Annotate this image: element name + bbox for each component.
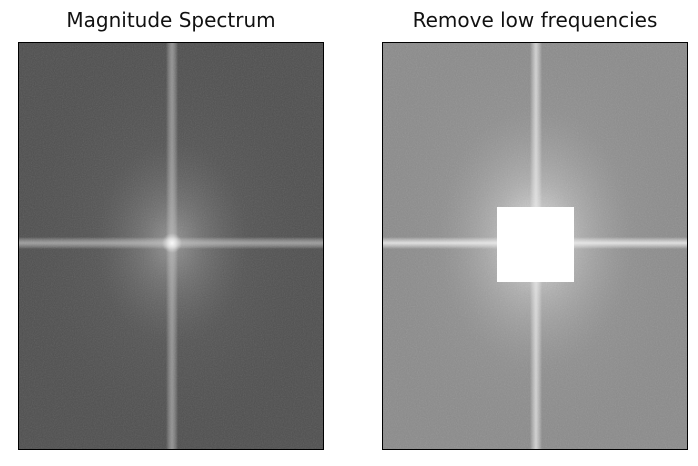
panel-title: Remove low frequencies xyxy=(412,8,658,32)
high-pass-svg xyxy=(383,43,687,449)
high-pass-spectrum-image xyxy=(382,42,688,450)
panel-title: Magnitude Spectrum xyxy=(66,8,276,32)
spectrum-svg xyxy=(19,43,323,449)
panel-remove-low-frequencies: Remove low frequencies xyxy=(382,0,688,466)
magnitude-spectrum-image xyxy=(18,42,324,450)
panel-magnitude-spectrum: Magnitude Spectrum xyxy=(18,0,324,466)
low-frequency-mask xyxy=(497,207,574,282)
